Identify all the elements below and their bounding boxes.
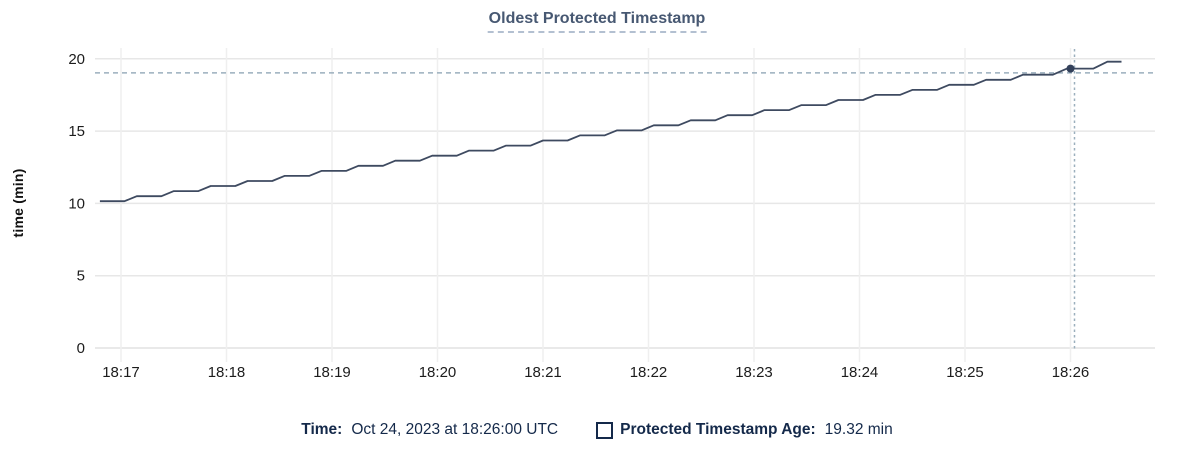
x-tick-label: 18:21	[524, 364, 562, 381]
chart-title: Oldest Protected Timestamp	[487, 10, 707, 33]
y-tick-label: 0	[77, 340, 85, 357]
highlight-dot	[1066, 64, 1075, 73]
series-line-protected-timestamp-age	[99, 60, 1122, 203]
x-tick-label: 18:19	[313, 364, 351, 381]
time-label: Time:	[301, 421, 343, 438]
series-toggle-checkbox[interactable]	[596, 421, 614, 439]
chart-tooltip-legend: Time: Oct 24, 2023 at 18:26:00 UTC Prote…	[0, 421, 1194, 439]
y-tick-label: 15	[68, 123, 85, 140]
x-tick-label: 18:17	[102, 364, 140, 381]
y-tick-label: 10	[68, 195, 85, 212]
series-value: 19.32 min	[824, 421, 893, 438]
x-tick-label: 18:26	[1052, 364, 1090, 381]
y-tick-label: 20	[68, 51, 85, 68]
x-tick-label: 18:25	[946, 364, 984, 381]
x-tick-label: 18:20	[419, 364, 457, 381]
timeseries-chart-plot[interactable]: 0 5 10 15 20 18:17 18:18 18:19 18:20 18:21 18:22 18…	[0, 0, 1194, 400]
series-label: Protected Timestamp Age:	[620, 421, 816, 438]
x-tick-label: 18:23	[735, 364, 773, 381]
x-tick-label: 18:24	[841, 364, 879, 381]
x-tick-label: 18:22	[630, 364, 668, 381]
y-tick-label: 5	[77, 268, 85, 285]
time-value: Oct 24, 2023 at 18:26:00 UTC	[351, 421, 559, 438]
x-tick-label: 18:18	[208, 364, 246, 381]
